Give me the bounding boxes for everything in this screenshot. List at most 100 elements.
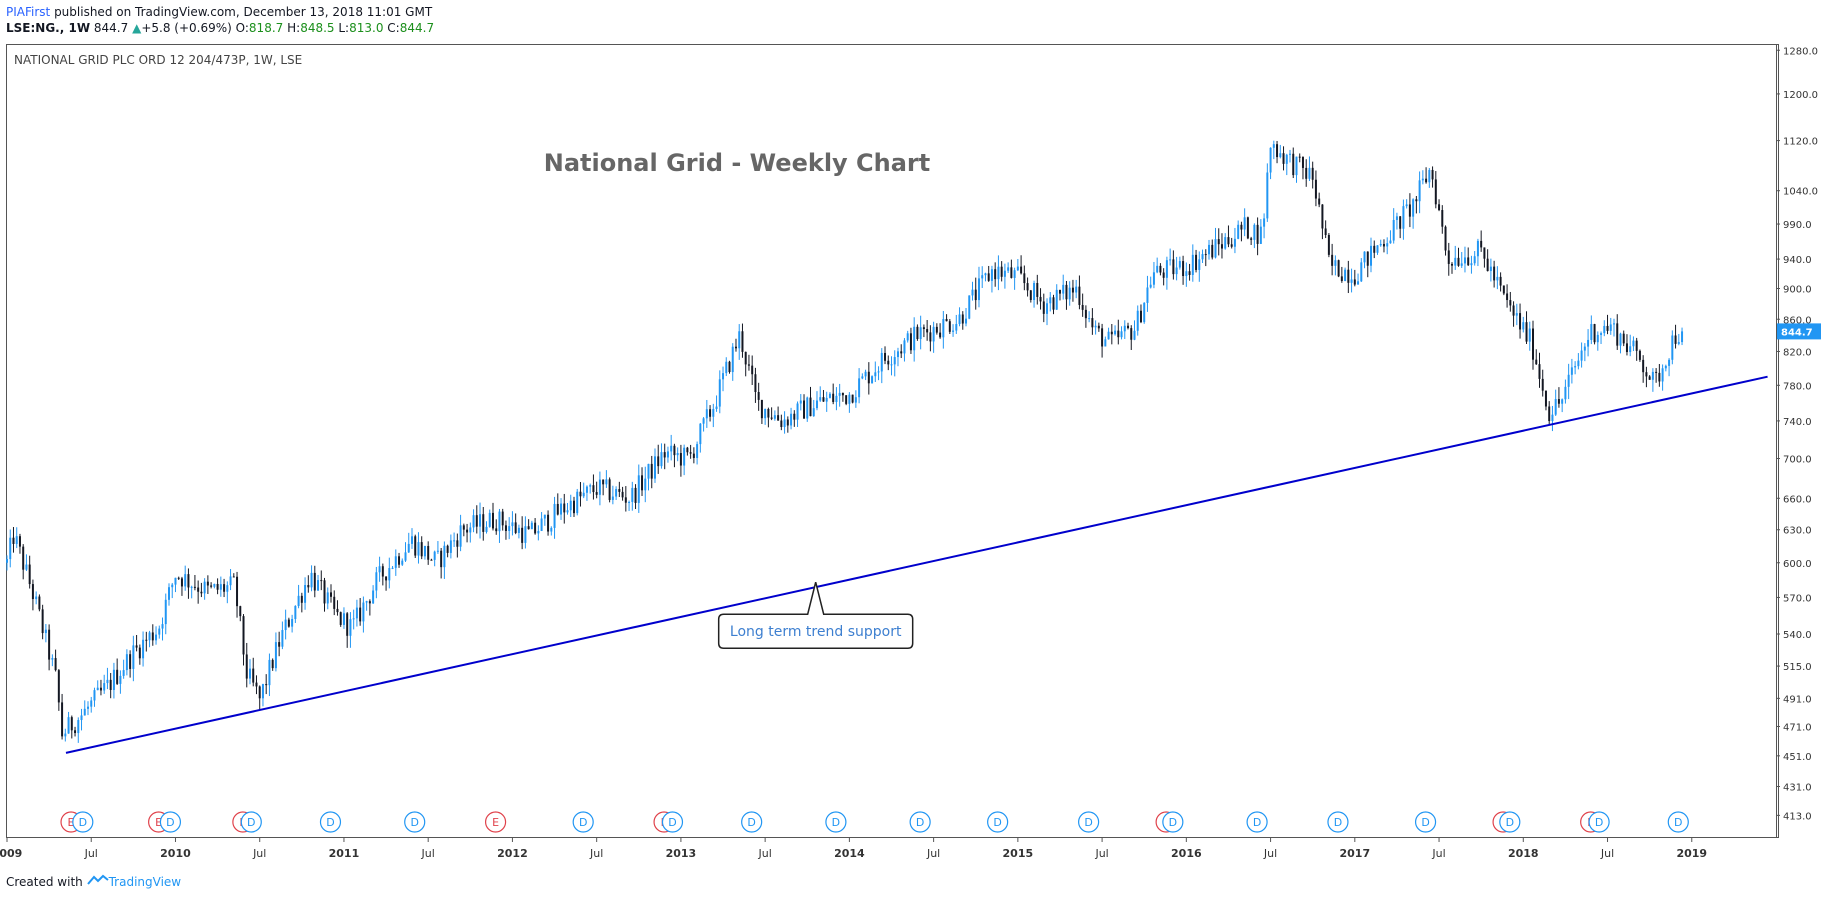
candle-body xyxy=(631,487,634,502)
candle-body xyxy=(909,333,912,351)
candle-body xyxy=(524,526,527,543)
candle-body xyxy=(1454,257,1457,266)
dividend-marker[interactable] xyxy=(1499,811,1521,833)
candle-body xyxy=(935,326,938,333)
candle-body xyxy=(1502,285,1505,294)
dividend-marker[interactable] xyxy=(404,811,426,833)
candle-body xyxy=(1583,346,1586,351)
candle-body xyxy=(641,475,644,491)
candle-body xyxy=(440,550,443,568)
candle-body xyxy=(738,331,741,349)
candle-body xyxy=(683,447,686,466)
candle-body xyxy=(1577,360,1580,367)
candle-body xyxy=(790,413,793,426)
candle-body xyxy=(453,540,456,542)
candle-body xyxy=(615,489,618,497)
dividend-marker[interactable] xyxy=(240,811,262,833)
candle-body xyxy=(1674,335,1677,344)
price-tick-label: 1040.0 xyxy=(1783,187,1818,198)
event-marker-label: D xyxy=(916,816,924,829)
candle-body xyxy=(828,393,831,398)
time-tick-label: Jul xyxy=(758,847,772,860)
candle-body xyxy=(1282,153,1285,164)
candle-body xyxy=(803,400,806,419)
candle-body xyxy=(339,612,342,625)
dividend-marker[interactable] xyxy=(319,811,342,833)
candle-body xyxy=(90,700,93,707)
candle-body xyxy=(809,397,812,417)
candle-body xyxy=(1250,238,1253,240)
candle-body xyxy=(265,684,268,686)
candle-body xyxy=(851,394,854,403)
candle-body xyxy=(449,540,452,553)
time-tick-label: Jul xyxy=(1600,847,1614,860)
dividend-marker[interactable] xyxy=(825,811,847,833)
candle-body xyxy=(968,295,971,319)
candle-body xyxy=(1645,372,1648,377)
candle-body xyxy=(1408,204,1411,217)
candle-body xyxy=(1428,169,1431,183)
event-marker-label: D xyxy=(247,816,255,829)
candle-body xyxy=(887,360,890,365)
dividend-marker[interactable] xyxy=(741,811,763,833)
candle-body xyxy=(1496,276,1499,281)
author-link[interactable]: PIAFirst xyxy=(6,5,51,19)
candle-body xyxy=(1026,283,1029,291)
candle-body xyxy=(1088,318,1091,320)
dividend-marker[interactable] xyxy=(159,811,182,833)
candle-body xyxy=(67,717,70,734)
close-label: C: xyxy=(387,21,400,35)
candle-body xyxy=(219,584,222,590)
dividend-marker[interactable] xyxy=(1327,811,1349,833)
candle-body xyxy=(1541,378,1544,391)
dividend-marker[interactable] xyxy=(1588,811,1610,833)
candle-body xyxy=(28,564,31,585)
dividend-marker[interactable] xyxy=(1162,811,1184,833)
candle-body xyxy=(203,581,206,594)
candle-body xyxy=(893,357,896,365)
candle-body xyxy=(1211,244,1214,258)
candle-body xyxy=(679,453,682,466)
dividend-marker[interactable] xyxy=(572,811,594,833)
price-tick-label: 515.0 xyxy=(1783,662,1812,673)
candle-body xyxy=(767,409,770,418)
candle-body xyxy=(1217,239,1220,245)
candle-body xyxy=(352,618,355,620)
trendline[interactable] xyxy=(65,375,1768,754)
candle-body xyxy=(297,595,300,606)
candle-body xyxy=(1441,210,1444,227)
time-tick-label: 2009 xyxy=(0,847,22,860)
candle-body xyxy=(1651,371,1654,380)
dividend-marker[interactable] xyxy=(1414,811,1437,833)
candle-body xyxy=(1350,279,1353,283)
candle-body xyxy=(521,527,524,543)
candle-body xyxy=(618,489,621,492)
dividend-marker[interactable] xyxy=(987,811,1009,833)
candle-body xyxy=(602,479,605,485)
dividend-marker[interactable] xyxy=(1667,811,1689,833)
candle-body xyxy=(871,376,874,384)
candle-body xyxy=(1071,287,1074,293)
chart-canvas[interactable]: NATIONAL GRID PLC ORD 12 204/473P, 1W, L… xyxy=(0,0,1828,870)
candle-body xyxy=(585,486,588,493)
tradingview-brand[interactable]: TradingView xyxy=(108,875,182,889)
dividend-marker[interactable] xyxy=(909,811,931,833)
callout-box[interactable] xyxy=(717,582,914,649)
dividend-marker[interactable] xyxy=(1078,811,1100,833)
candle-body xyxy=(589,485,592,487)
dividend-marker[interactable] xyxy=(72,811,94,833)
candle-body xyxy=(1279,153,1282,158)
candle-body xyxy=(1195,254,1198,270)
price-tick-label: 431.0 xyxy=(1783,783,1812,794)
candle-body xyxy=(18,536,21,547)
dividend-marker[interactable] xyxy=(1246,811,1268,833)
candle-body xyxy=(1642,359,1645,373)
dividend-marker[interactable] xyxy=(661,811,684,833)
candle-body xyxy=(80,715,83,721)
candle-body xyxy=(799,400,802,404)
candle-body xyxy=(1220,244,1223,249)
candle-body xyxy=(932,326,935,342)
earnings-marker[interactable] xyxy=(484,811,507,833)
candle-body xyxy=(1292,153,1295,176)
candle-body xyxy=(1402,206,1405,229)
